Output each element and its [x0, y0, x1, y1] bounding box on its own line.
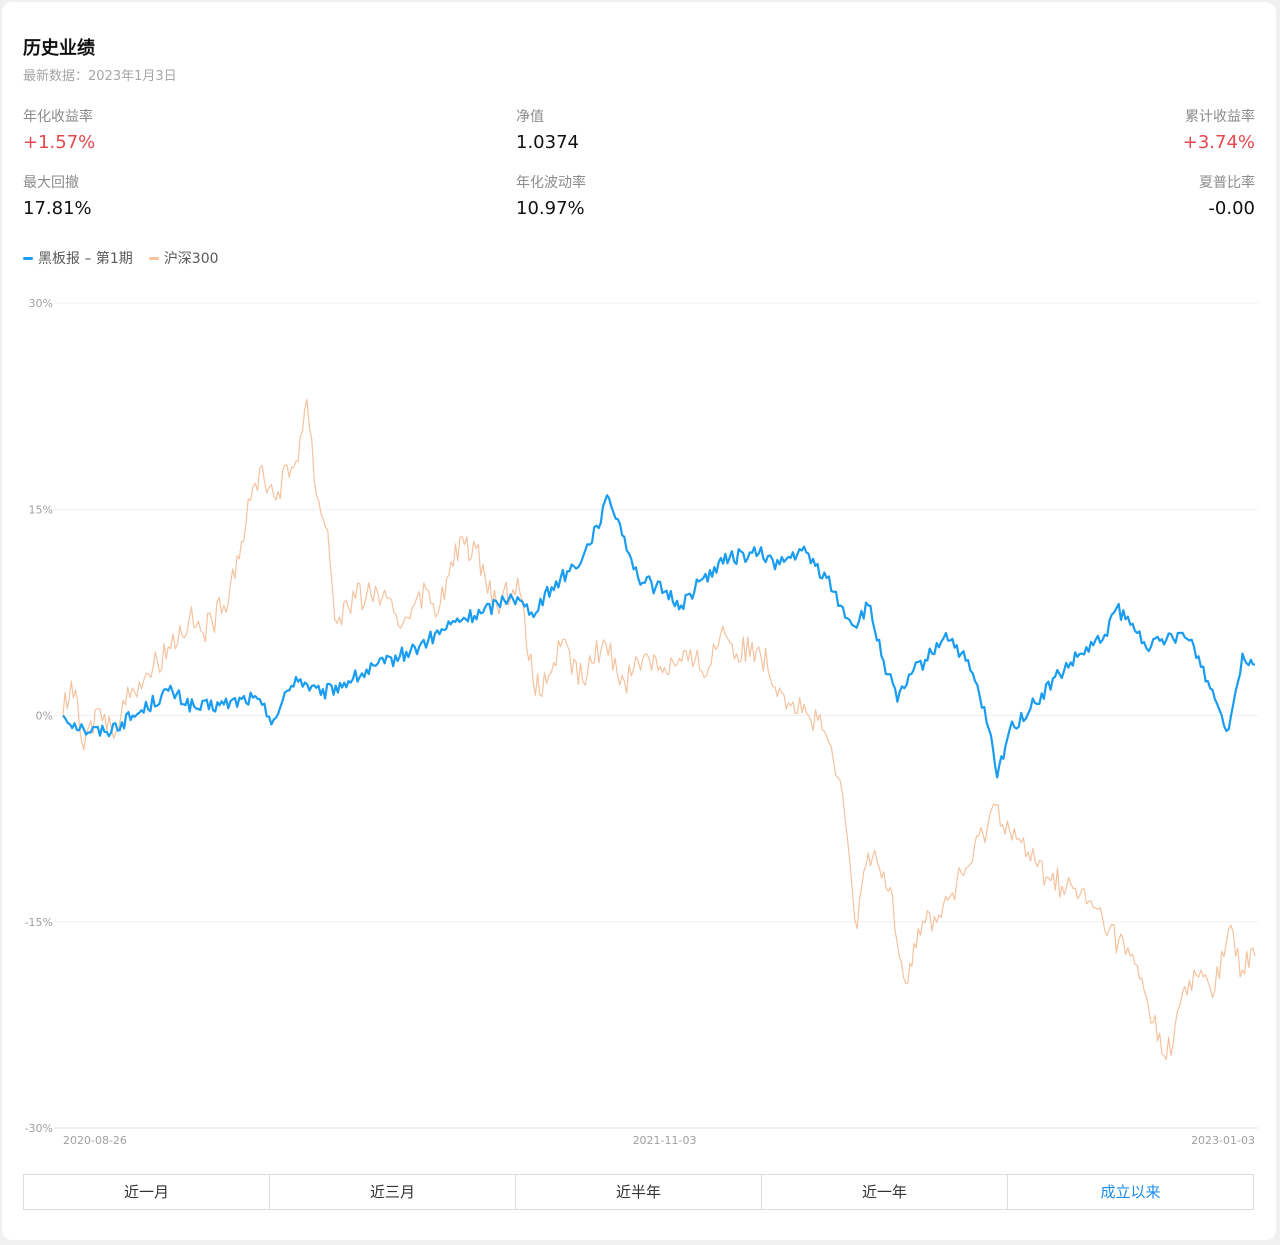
volatility-stat: 年化波动率 10.97% [516, 173, 586, 222]
volatility-value: 10.97% [516, 198, 585, 219]
max-drawdown-value: 17.81% [23, 198, 92, 219]
legend-item-fund[interactable]: 黑板报 – 第1期 [23, 248, 133, 268]
legend-label-fund: 黑板报 – 第1期 [38, 251, 133, 267]
y-tick-label: 30% [29, 297, 53, 310]
tab-three-months[interactable]: 近三月 [270, 1175, 516, 1209]
x-tick-label: 2020-08-26 [63, 1134, 127, 1147]
sharpe-ratio-value: -0.00 [1208, 198, 1255, 219]
sharpe-ratio-label: 夏普比率 [1199, 175, 1255, 191]
x-tick-label: 2023-01-03 [1191, 1134, 1255, 1147]
tab-one-month[interactable]: 近一月 [24, 1175, 270, 1209]
annual-return-value: +1.57% [23, 132, 96, 153]
cumulative-return-value: +3.74% [1182, 132, 1255, 153]
y-tick-label: -30% [25, 1122, 53, 1135]
axis-layer: 30% 15% 0% -15% -30% 2020-08-26 2021-11-03 2023… [25, 297, 1255, 1147]
cumulative-return-label: 累计收益率 [1185, 109, 1255, 125]
annual-return-stat: 年化收益率 +1.57% [23, 107, 95, 156]
sharpe-ratio-stat: 夏普比率 -0.00 [1199, 173, 1255, 222]
chart-legend: 黑板报 – 第1期 沪深300 [23, 248, 235, 268]
series-layer [62, 398, 1256, 1060]
tab-half-year[interactable]: 近半年 [516, 1175, 762, 1209]
fund-series-line [62, 494, 1256, 779]
max-drawdown-stat: 最大回撤 17.81% [23, 173, 92, 222]
legend-label-index: 沪深300 [163, 251, 219, 267]
nav-label: 净值 [516, 109, 544, 125]
tab-one-year[interactable]: 近一年 [762, 1175, 1008, 1209]
grid-layer [54, 302, 1258, 1129]
y-tick-label: 15% [29, 503, 53, 516]
cumulative-return-stat: 累计收益率 +3.74% [1183, 107, 1255, 156]
last-updated-text: 最新数据：2023年1月3日 [23, 69, 177, 84]
max-drawdown-label: 最大回撤 [23, 175, 79, 191]
legend-swatch-index [148, 256, 159, 260]
tab-since-inception[interactable]: 成立以来 [1100, 1183, 1161, 1201]
y-tick-label: 0% [36, 710, 53, 723]
y-tick-label: -15% [25, 916, 53, 929]
x-tick-label: 2021-11-03 [633, 1134, 697, 1147]
nav-stat: 净值 1.0374 [516, 107, 579, 156]
index-series-line [62, 398, 1256, 1060]
time-range-tabs: 近一月 近三月 近半年 近一年 成立以来 [23, 1174, 1254, 1210]
annual-return-label: 年化收益率 [23, 109, 93, 125]
legend-swatch-fund [23, 256, 33, 260]
volatility-label: 年化波动率 [516, 175, 586, 191]
performance-line-chart: 30% 15% 0% -15% -30% 2020-08-26 2021-11-03 2023… [25, 297, 1258, 1147]
nav-value: 1.0374 [516, 132, 579, 153]
card-title: 历史业绩 [23, 38, 95, 59]
legend-item-index[interactable]: 沪深300 [148, 248, 219, 268]
